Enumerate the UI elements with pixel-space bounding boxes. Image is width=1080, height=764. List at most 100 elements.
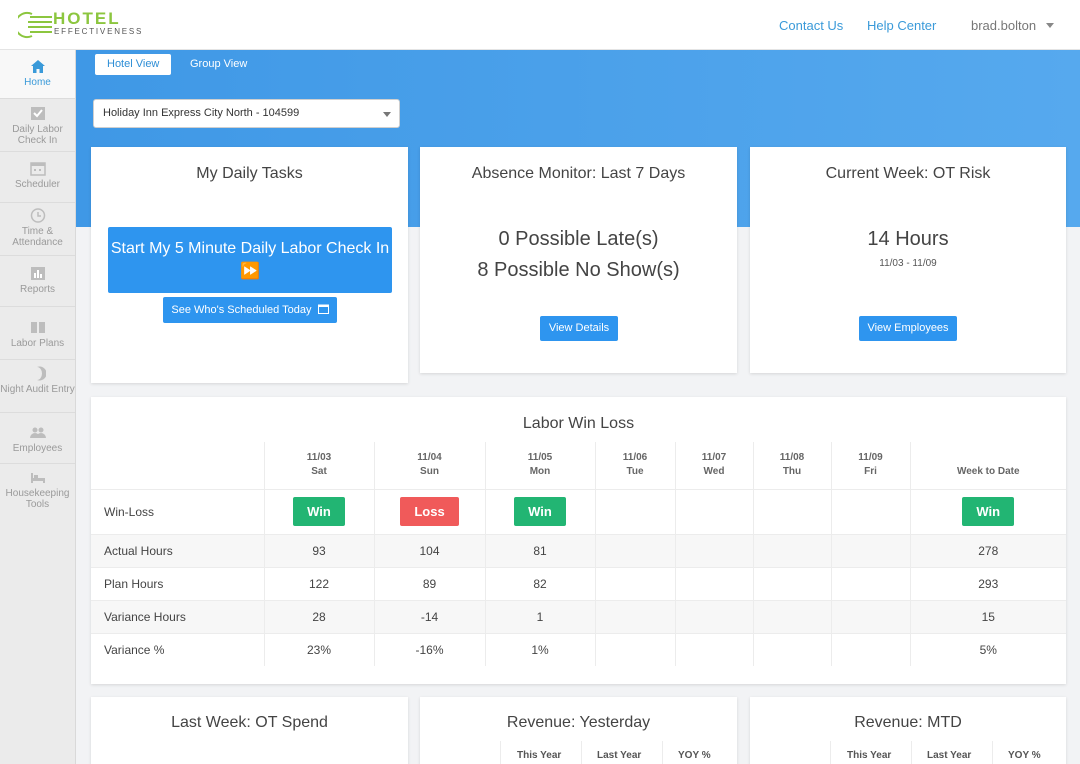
user-menu[interactable]: brad.bolton [971, 18, 1037, 33]
view-employees-button[interactable]: View Employees [859, 316, 957, 341]
table-row: Variance Hours 28 -14 1 15 [91, 599, 1066, 633]
ot-spend-card: Last Week: OT Spend [91, 697, 408, 764]
sidebar: Home Daily Labor Check In Scheduler Time… [0, 50, 76, 764]
table-cell: 104 [374, 533, 486, 567]
contact-us-link[interactable]: Contact Us [779, 18, 844, 33]
clock-icon [30, 208, 45, 223]
help-center-link[interactable]: Help Center [867, 18, 937, 33]
sidebar-item-daily-labor[interactable]: Daily Labor Check In [0, 99, 75, 151]
column-header: YOY % [1008, 750, 1041, 761]
card-title: Labor Win Loss [522, 415, 635, 432]
sidebar-item-employees[interactable]: Employees [0, 413, 75, 463]
chevron-down-icon [383, 112, 391, 117]
table-row: Actual Hours 93 104 81 278 [91, 533, 1066, 567]
view-details-button[interactable]: View Details [540, 316, 618, 341]
column-header: 11/07 Wed [675, 442, 754, 489]
column-header: 11/08 Thu [753, 442, 832, 489]
home-icon [30, 60, 45, 73]
sidebar-item-label: Night Audit Entry [0, 384, 75, 395]
table-row: Plan Hours 122 89 82 293 [91, 566, 1066, 600]
column-header: Last Year [597, 750, 642, 761]
checkbox-icon [30, 107, 45, 120]
column-header: 11/05 Mon [485, 442, 596, 489]
button-label: See Who's Scheduled Today [171, 304, 312, 316]
book-icon [30, 322, 45, 333]
sidebar-item-label: Scheduler [14, 179, 61, 190]
sidebar-item-night-audit[interactable]: Night Audit Entry [0, 360, 75, 412]
revenue-mtd-card: Revenue: MTD This Year Last Year YOY % [750, 697, 1066, 764]
card-title: Absence Monitor: Last 7 Days [471, 165, 686, 182]
card-title: My Daily Tasks [196, 165, 303, 182]
card-title: Revenue: Yesterday [506, 714, 651, 731]
table-cell: -16% [374, 632, 486, 666]
column-header: 11/04 Sun [374, 442, 486, 489]
table-cell: -14 [374, 599, 486, 633]
table-cell: 81 [485, 533, 596, 567]
sidebar-item-label: Home [24, 77, 51, 88]
table-cell: 93 [264, 533, 375, 567]
calendar-icon [317, 304, 329, 314]
sidebar-item-label: Labor Plans [10, 338, 65, 349]
table-cell: 15 [910, 599, 1066, 633]
win-badge: Win [514, 497, 566, 526]
sidebar-item-housekeeping[interactable]: Housekeeping Tools [0, 464, 75, 516]
win-badge: Win [962, 497, 1015, 526]
sidebar-item-home[interactable]: Home [0, 50, 75, 98]
sidebar-item-label: Housekeeping Tools [5, 488, 70, 510]
absence-monitor-card: Absence Monitor: Last 7 Days 0 Possible … [420, 147, 737, 373]
logo-mark-icon [18, 12, 52, 38]
table-cell: 122 [264, 566, 375, 600]
table-cell: 1 [485, 599, 596, 633]
hotel-select[interactable]: Holiday Inn Express City North - 104599 [93, 99, 400, 128]
start-labor-check-button[interactable]: Start My 5 Minute Daily Labor Check In ⏩ [108, 227, 392, 293]
column-header: 11/09 Fri [831, 442, 911, 489]
sidebar-item-reports[interactable]: Reports [0, 256, 75, 306]
sidebar-item-label: Daily Labor Check In [12, 124, 63, 146]
card-title: Revenue: MTD [854, 714, 962, 731]
column-header: This Year [517, 750, 562, 761]
table-cell: 82 [485, 566, 596, 600]
sidebar-item-time-attendance[interactable]: Time & Attendance [0, 203, 75, 255]
ot-risk-hours: 14 Hours [867, 228, 949, 250]
table-header-row: 11/03 Sat 11/04 Sun 11/05 Mon 11/06 Tue 11/0… [91, 442, 1066, 489]
see-scheduled-button[interactable]: See Who's Scheduled Today [163, 297, 337, 323]
bed-icon [30, 473, 45, 483]
tab-hotel-view[interactable]: Hotel View [95, 54, 172, 75]
table-cell: 89 [374, 566, 486, 600]
table-cell: 28 [264, 599, 375, 633]
table-cell: 5% [910, 632, 1066, 666]
possible-late-count: 0 Possible Late(s) [498, 228, 659, 250]
sidebar-item-scheduler[interactable]: Scheduler [0, 152, 75, 202]
chevron-down-icon[interactable] [1046, 23, 1054, 28]
table-cell: 293 [910, 566, 1066, 600]
ot-risk-card: Current Week: OT Risk 14 Hours 11/03 - 1… [750, 147, 1066, 373]
win-loss-table: 11/03 Sat 11/04 Sun 11/05 Mon 11/06 Tue 11/0… [91, 442, 1066, 666]
column-header: This Year [847, 750, 892, 761]
sidebar-item-label: Time & Attendance [12, 226, 63, 248]
labor-win-loss-card: Labor Win Loss 11/03 Sat 11/04 Sun 11/05 Mo… [91, 397, 1066, 684]
calendar-icon [29, 162, 46, 176]
tab-group-view[interactable]: Group View [190, 58, 248, 70]
brand-logo[interactable]: HOTEL EFFECTIVENESS [18, 9, 158, 41]
top-bar: HOTEL EFFECTIVENESS Contact Us Help Cent… [0, 0, 1080, 50]
people-icon [29, 427, 46, 438]
table-cell: 23% [264, 632, 375, 666]
sidebar-item-labor-plans[interactable]: Labor Plans [0, 307, 75, 359]
table-cell: 278 [910, 533, 1066, 567]
row-label: Actual Hours [91, 533, 265, 567]
revenue-yesterday-card: Revenue: Yesterday This Year Last Year Y… [420, 697, 737, 764]
row-label: Plan Hours [91, 566, 265, 600]
column-header: 11/06 Tue [595, 442, 676, 489]
row-label: Variance % [91, 632, 265, 666]
ot-risk-range: 11/03 - 11/09 [879, 258, 937, 269]
bar-chart-icon [30, 267, 45, 280]
card-title: Last Week: OT Spend [171, 714, 328, 731]
column-header: Last Year [927, 750, 972, 761]
moon-icon [36, 366, 46, 381]
table-row: Variance % 23% -16% 1% 5% [91, 632, 1066, 666]
column-header: Week to Date [956, 466, 1020, 478]
win-badge: Win [293, 497, 345, 526]
card-title: Current Week: OT Risk [825, 165, 991, 182]
sidebar-item-label: Reports [19, 284, 55, 295]
column-header: YOY % [678, 750, 711, 761]
